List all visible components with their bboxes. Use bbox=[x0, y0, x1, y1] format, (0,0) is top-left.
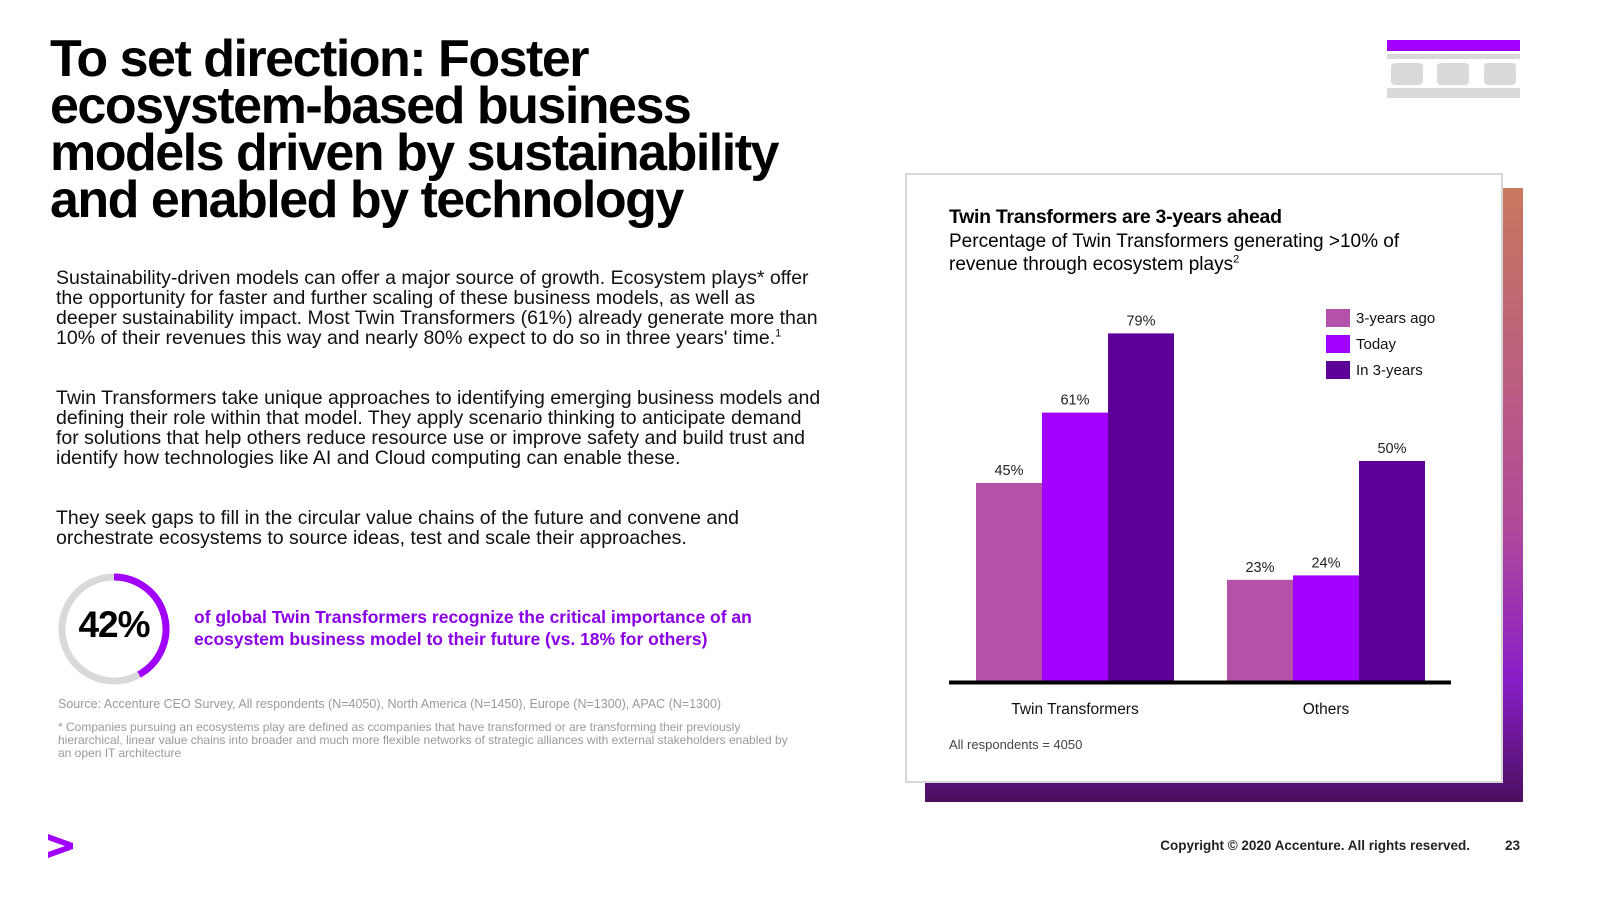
slide-icon-block-3 bbox=[1484, 63, 1516, 85]
accenture-logo-icon bbox=[48, 834, 73, 858]
footnote-ref-2: 2 bbox=[1233, 253, 1240, 266]
category-label: Others bbox=[1303, 701, 1350, 718]
data-label: 24% bbox=[1311, 555, 1340, 571]
slide-icon-block-1 bbox=[1391, 63, 1423, 85]
stat-value: 42% bbox=[78, 604, 150, 645]
chart-note: All respondents = 4050 bbox=[949, 737, 1082, 752]
stat-description: of global Twin Transformers recognize th… bbox=[194, 607, 752, 649]
stat-donut-arc bbox=[113, 573, 170, 678]
chart-title: Twin Transformers are 3-years ahead bbox=[949, 206, 1282, 228]
body-paragraph-3: They seek gaps to fill in the circular v… bbox=[56, 507, 739, 549]
data-label: 50% bbox=[1377, 441, 1406, 457]
legend-swatch bbox=[1326, 309, 1350, 327]
bar bbox=[1293, 575, 1359, 681]
stat-donut bbox=[58, 573, 170, 685]
data-label: 23% bbox=[1245, 560, 1274, 576]
legend-label: Today bbox=[1356, 336, 1397, 353]
slide-icon-block-2 bbox=[1437, 63, 1469, 85]
data-label: 79% bbox=[1126, 313, 1155, 329]
bar-chart: 45% 61% 79% Twin Transformers 23% 24% 50% Other… bbox=[949, 309, 1451, 752]
footnote: * Companies pursuing an ecosystems play … bbox=[58, 720, 788, 760]
page-number: 23 bbox=[1504, 838, 1520, 853]
copyright: Copyright © 2020 Accenture. All rights r… bbox=[1160, 838, 1470, 853]
bar bbox=[976, 483, 1042, 681]
slide-icon bbox=[1387, 40, 1520, 98]
bar bbox=[1359, 461, 1425, 681]
body-paragraph-1-text: Sustainability-driven models can offer a… bbox=[56, 267, 818, 349]
bar bbox=[1042, 412, 1108, 681]
category-label: Twin Transformers bbox=[1011, 701, 1139, 718]
chart-subtitle: Percentage of Twin Transformers generati… bbox=[949, 230, 1469, 276]
slide-icon-base bbox=[1387, 88, 1520, 98]
data-label: 61% bbox=[1060, 393, 1089, 409]
data-label: 45% bbox=[994, 463, 1023, 479]
bar bbox=[1227, 579, 1293, 681]
footnote-ref-1: 1 bbox=[775, 327, 782, 340]
bar bbox=[1108, 333, 1174, 681]
legend-label: 3-years ago bbox=[1356, 310, 1435, 327]
slide-icon-line bbox=[1387, 54, 1520, 59]
source-note: Source: Accenture CEO Survey, All respon… bbox=[58, 697, 722, 711]
body-paragraph-2: Twin Transformers take unique approaches… bbox=[56, 387, 821, 469]
legend-swatch bbox=[1326, 335, 1350, 353]
page-title: To set direction: Foster ecosystem-based… bbox=[50, 30, 779, 229]
chart-subtitle-text: Percentage of Twin Transformers generati… bbox=[949, 231, 1400, 275]
legend-label: In 3-years bbox=[1356, 362, 1423, 379]
legend-swatch bbox=[1326, 361, 1350, 379]
body-paragraph-1: Sustainability-driven models can offer a… bbox=[56, 268, 821, 348]
slide-icon-accent-bar bbox=[1387, 40, 1520, 51]
